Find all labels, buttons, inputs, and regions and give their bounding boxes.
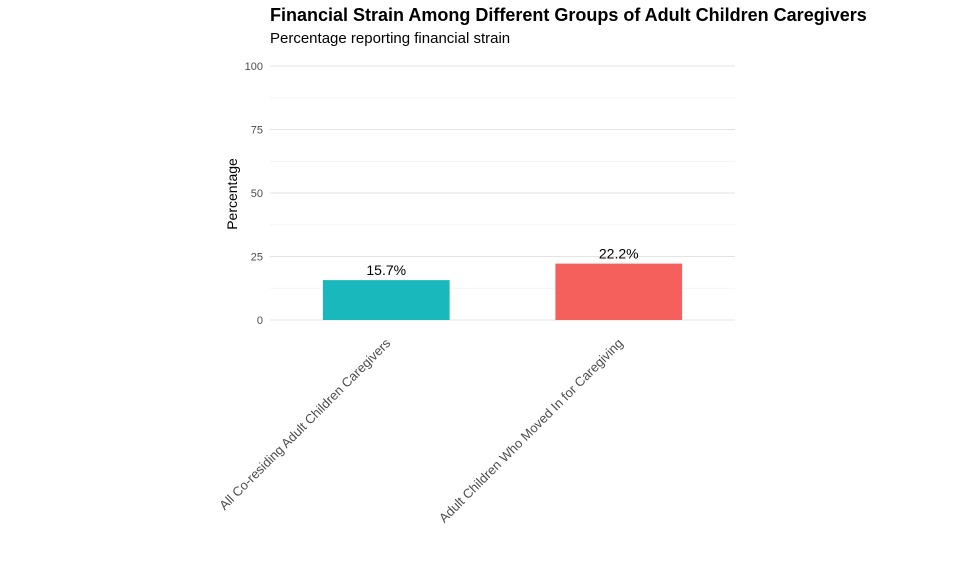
y-axis-title: Percentage (224, 158, 240, 230)
bar (322, 280, 450, 320)
y-axis-ticks: 0 25 50 75 100 (245, 61, 263, 327)
y-tick-label: 100 (245, 61, 263, 73)
data-label: 22.2% (599, 246, 639, 262)
chart-title: Financial Strain Among Different Groups … (270, 5, 867, 25)
x-category-label: Adult Children Who Moved In for Caregivi… (436, 336, 626, 526)
data-label: 15.7% (366, 262, 406, 278)
chart-subtitle: Percentage reporting financial strain (270, 30, 511, 47)
x-category-label: All Co-residing Adult Children Caregiver… (216, 335, 394, 513)
y-tick-label: 0 (257, 315, 263, 327)
y-tick-label: 50 (251, 188, 263, 200)
y-tick-label: 75 (251, 125, 263, 137)
gridlines (270, 65, 735, 321)
data-labels: 15.7% 22.2% (366, 246, 638, 279)
bars (322, 263, 683, 320)
x-axis-categories: All Co-residing Adult Children Caregiver… (216, 335, 626, 525)
bar (555, 263, 683, 320)
y-tick-label: 25 (251, 252, 263, 264)
